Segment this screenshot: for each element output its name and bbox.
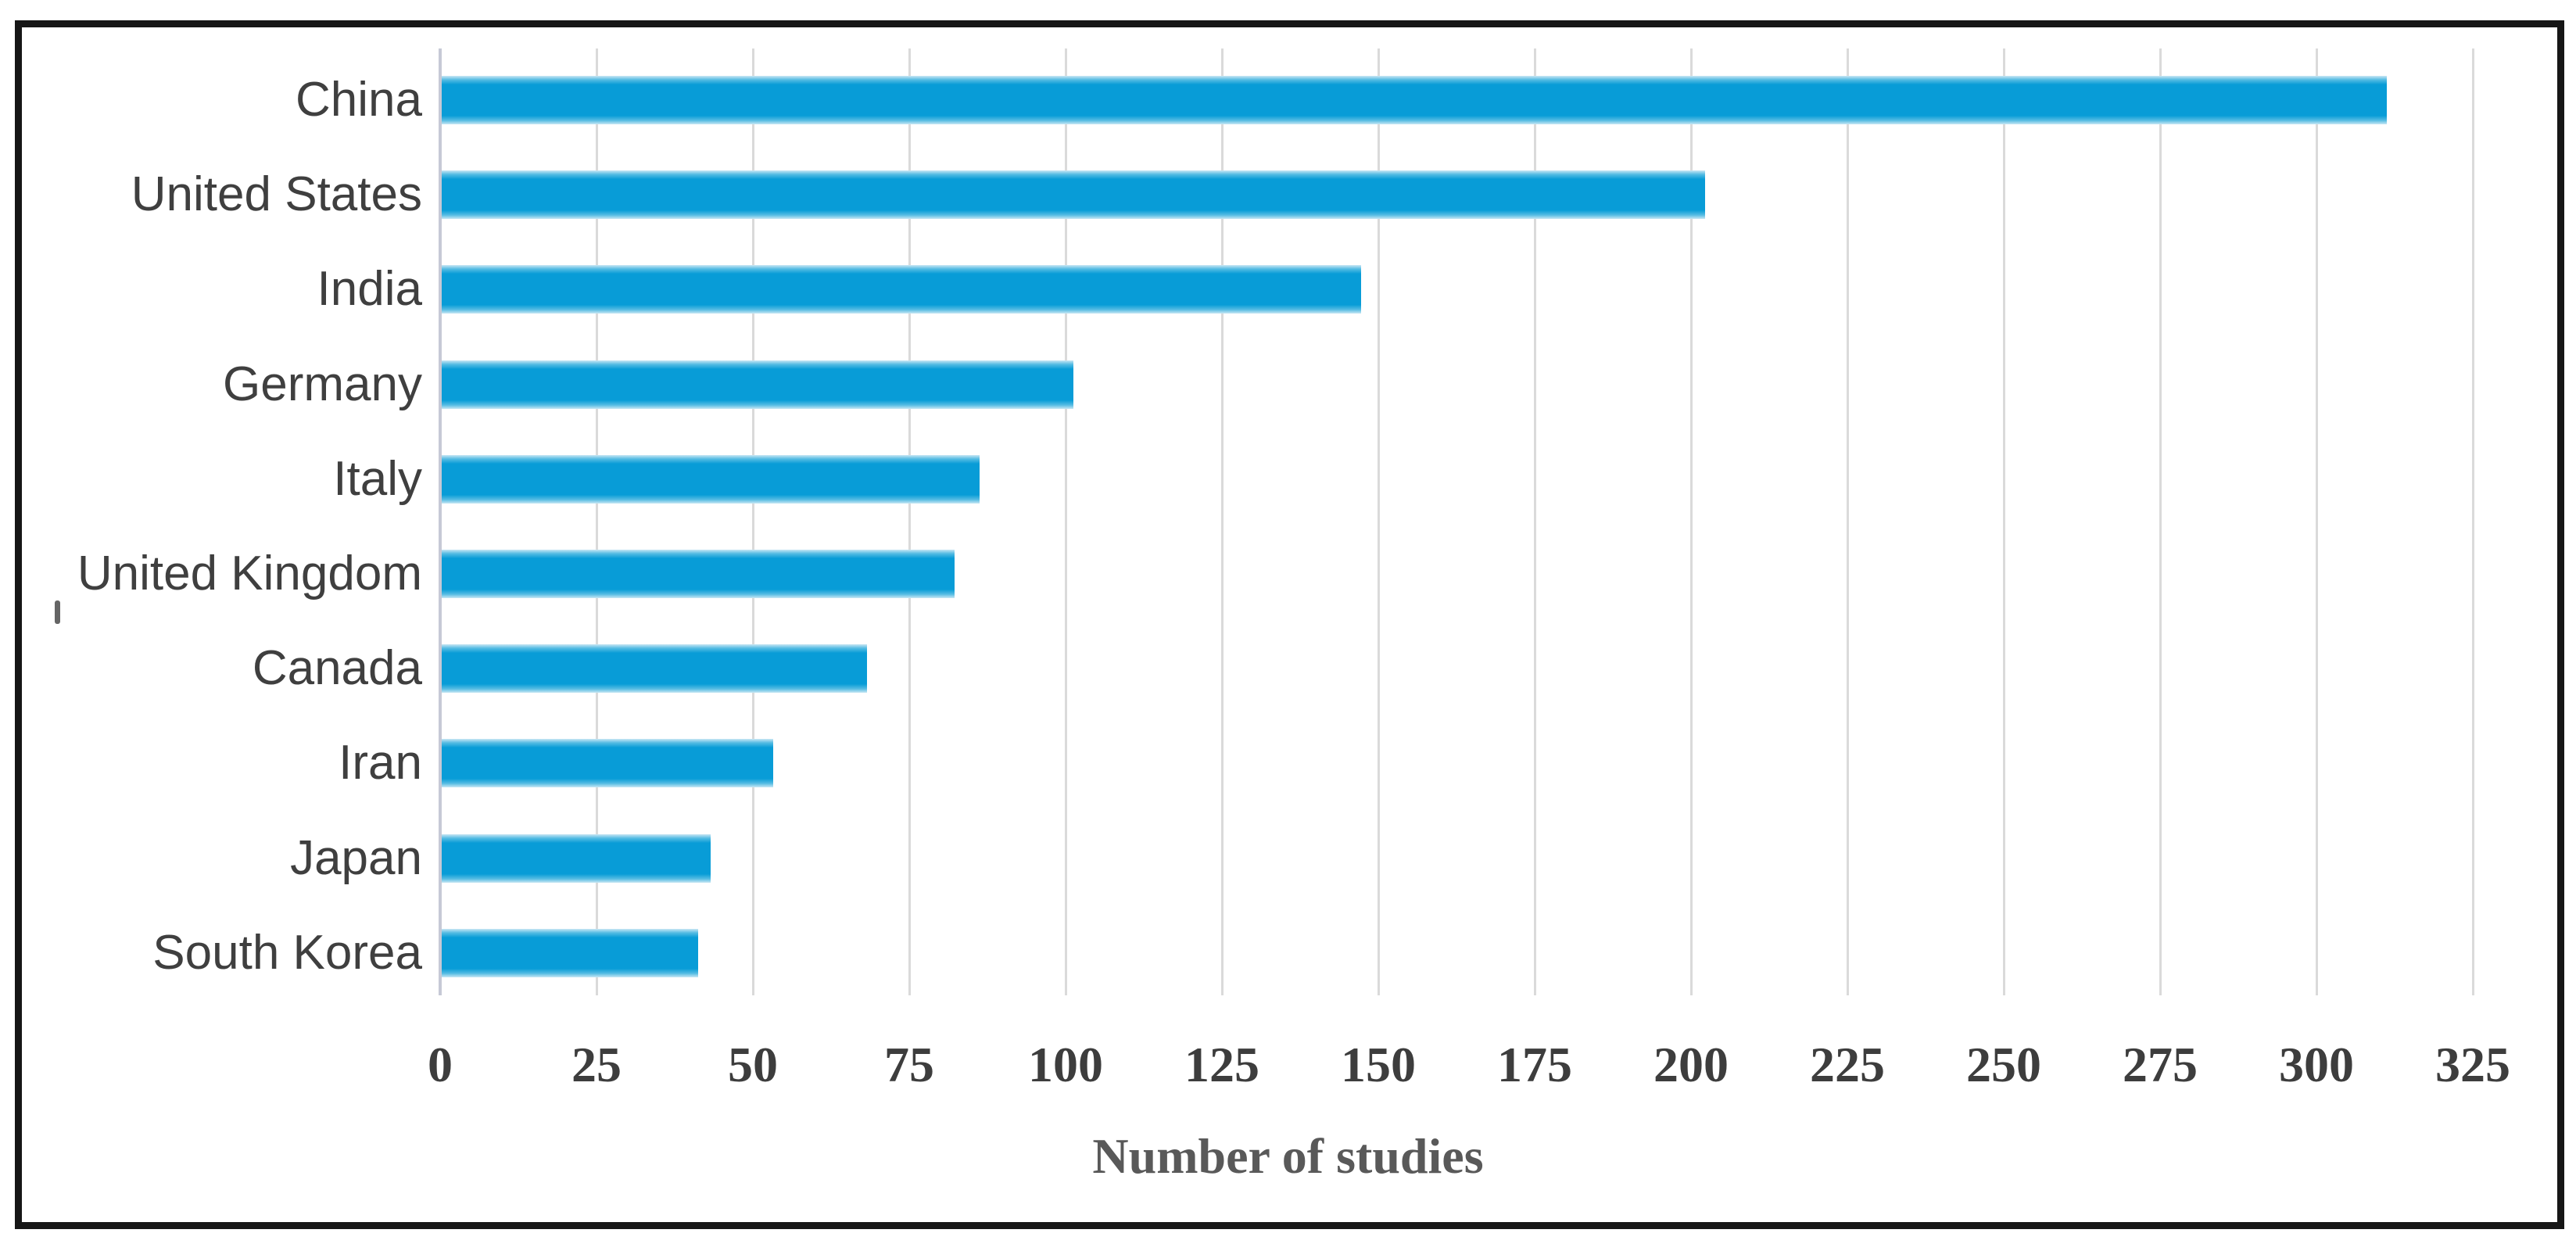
category-label-india: India — [317, 262, 422, 317]
x-tick-label-200: 200 — [1653, 1037, 1729, 1092]
x-tick-label-100: 100 — [1028, 1037, 1103, 1092]
bar-india — [442, 265, 1361, 314]
x-tick-label-300: 300 — [2279, 1037, 2354, 1092]
bar-south-korea — [442, 928, 698, 977]
bar-italy — [442, 454, 980, 504]
category-label-china: China — [296, 73, 422, 127]
category-label-canada: Canada — [252, 641, 422, 696]
x-tick-label-250: 250 — [1966, 1037, 2041, 1092]
category-label-south-korea: South Korea — [152, 925, 422, 980]
bar-china — [442, 76, 2387, 124]
bar-germany — [442, 360, 1073, 409]
gridline-x-250 — [2003, 48, 2005, 995]
gridline-x-75 — [908, 48, 911, 995]
category-label-japan: Japan — [290, 830, 422, 885]
x-tick-label-25: 25 — [571, 1037, 622, 1092]
stray-mark — [55, 600, 60, 624]
category-label-united-kingdom: United Kingdom — [77, 547, 422, 600]
gridline-x-225 — [1847, 48, 1849, 995]
gridline-x-325 — [2472, 48, 2474, 995]
category-label-italy: Italy — [333, 451, 422, 506]
bar-canada — [442, 644, 867, 694]
gridline-x-275 — [2159, 48, 2162, 995]
x-tick-label-50: 50 — [728, 1037, 778, 1092]
gridline-x-100 — [1065, 48, 1067, 995]
x-tick-label-325: 325 — [2435, 1037, 2510, 1092]
x-tick-label-175: 175 — [1497, 1037, 1572, 1092]
category-label-united-states: United States — [131, 167, 422, 222]
bar-united-states — [442, 170, 1705, 220]
gridline-x-25 — [596, 48, 598, 995]
gridline-x-200 — [1690, 48, 1693, 995]
x-tick-label-0: 0 — [428, 1037, 453, 1092]
bar-japan — [442, 833, 711, 883]
x-tick-label-150: 150 — [1341, 1037, 1416, 1092]
category-label-germany: Germany — [223, 357, 422, 411]
category-label-iran: Iran — [339, 736, 422, 790]
x-tick-label-75: 75 — [884, 1037, 934, 1092]
gridline-x-50 — [752, 48, 754, 995]
x-axis-title: Number of studies — [1092, 1128, 1484, 1184]
gridline-x-175 — [1534, 48, 1536, 995]
y-axis-line — [439, 48, 442, 995]
gridline-x-150 — [1378, 48, 1380, 995]
gridline-x-300 — [2316, 48, 2318, 995]
x-tick-label-125: 125 — [1184, 1037, 1259, 1092]
bar-iran — [442, 739, 773, 788]
gridline-x-125 — [1221, 48, 1224, 995]
bar-united-kingdom — [442, 550, 955, 598]
x-tick-label-275: 275 — [2123, 1037, 2198, 1092]
x-tick-label-225: 225 — [1810, 1037, 1885, 1092]
